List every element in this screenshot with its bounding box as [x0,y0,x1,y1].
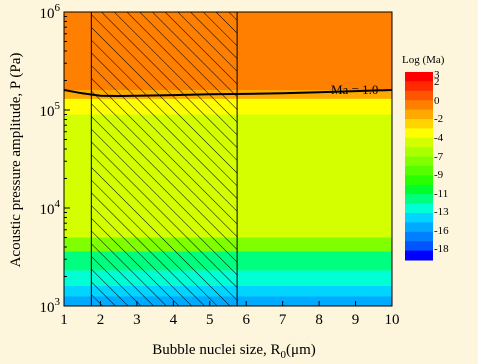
x-tick-label: 6 [242,312,250,328]
colorbar-tick-label: -18 [434,243,449,255]
x-tick-label: 7 [279,312,287,328]
x-tick-label: 8 [315,312,323,328]
y-tick-label: 106 [40,2,61,22]
colorbar-swatch-18 [405,241,433,252]
colorbar-tick-label: -2 [434,113,443,125]
colorbar-swatch-3 [405,100,433,111]
x-axis-label-sub: 0 [281,349,287,361]
colorbar-swatch-12 [405,184,433,195]
colorbar-swatch-19 [405,250,433,261]
colorbar-swatch-13 [405,194,433,205]
y-tick-label: 104 [40,198,61,218]
colorbar-tick-label: -13 [434,206,449,218]
x-axis-label: Bubble nuclei size, R0(μm) [152,342,316,361]
x-tick-label: 10 [385,312,400,328]
colorbar-tick-label: -11 [434,188,448,200]
x-tick-label: 2 [97,312,105,328]
colorbar-swatch-14 [405,203,433,214]
x-tick-label: 4 [170,312,178,328]
colorbar-tick-label: 3 [434,69,440,81]
colorbar-tick-label: -16 [434,225,449,237]
colorbar-swatch-17 [405,231,433,242]
colorbar-tick-label: -4 [434,132,444,144]
axes: 1 2 3 4 5 6 7 8 9 10 103 104 105 106 [40,2,400,328]
colorbar-swatch-11 [405,175,433,186]
colorbar-tick-label: 0 [434,95,440,107]
colorbar-swatch-5 [405,119,433,129]
colorbar-swatch-0 [405,72,433,82]
plot-frame [63,11,393,307]
x-axis-label-unit: (μm) [286,342,316,358]
colorbar-swatch-8 [405,147,433,158]
plot-area [64,12,392,306]
colorbar-swatch-1 [405,81,433,92]
x-tick-label: 3 [133,312,141,328]
x-tick-label: 1 [60,312,68,328]
colorbar-tick-label: 2 [434,76,440,88]
colorbar-swatch-15 [405,213,433,223]
colorbar-swatch-6 [405,128,433,139]
x-tick-label: 5 [206,312,214,328]
threshold-curve [64,89,392,98]
colorbar-swatch-2 [405,90,433,101]
colorbar-swatch-16 [405,222,433,233]
colorbar-title: Log (Ma) [402,54,445,66]
colorbar-swatch-7 [405,137,433,148]
x-tick-label: 9 [352,312,360,328]
y-tick-label: 105 [40,100,61,120]
colorbar: Log (Ma) 32 0 -2 -4 -7 -9 -11 -13 -16 -18 [402,54,449,261]
hatched-region [91,12,238,306]
colorbar-tick-label: -7 [434,151,444,163]
colorbar-swatch-4 [405,109,433,120]
region-overlays [64,12,392,306]
colorbar-swatch-10 [405,166,433,176]
x-axis-label-main: Bubble nuclei size, R [152,342,280,358]
colorbar-swatch-9 [405,156,433,167]
colorbar-tick-label: -9 [434,169,444,181]
y-axis-label: Acoustic pressure amplitude, P (Pa) [8,53,24,268]
y-tick-label: 103 [40,296,61,316]
contour-label: Ma = 1.0 [331,82,378,97]
